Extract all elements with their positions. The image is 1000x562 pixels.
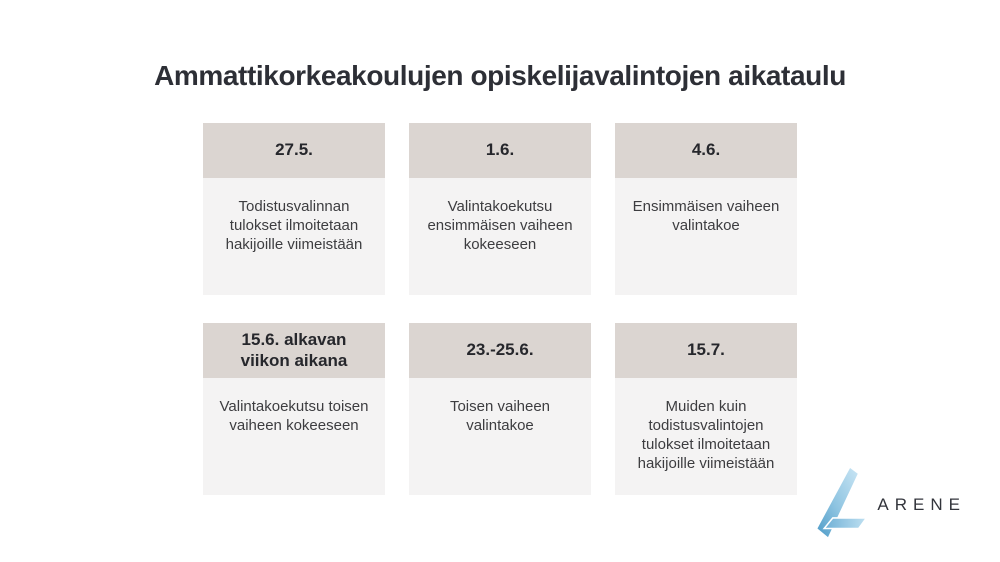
timeline-row-2: 15.6. alkavan viikon aikana Valintakoeku… bbox=[0, 323, 1000, 495]
timeline-card: 23.-25.6. Toisen vaiheen valintakoe bbox=[409, 323, 591, 495]
arene-logo-text: ARENE bbox=[877, 495, 966, 514]
card-description: Todistusvalinnan tulokset ilmoitetaan ha… bbox=[203, 178, 385, 295]
card-date: 15.6. alkavan viikon aikana bbox=[203, 323, 385, 378]
card-date: 1.6. bbox=[409, 123, 591, 178]
card-description: Ensimmäisen vaiheen valintakoe bbox=[615, 178, 797, 295]
card-date: 4.6. bbox=[615, 123, 797, 178]
arene-logo: ARENE bbox=[813, 468, 960, 540]
card-date: 15.7. bbox=[615, 323, 797, 378]
arene-a-mark-icon bbox=[817, 468, 868, 538]
timeline-card: 15.6. alkavan viikon aikana Valintakoeku… bbox=[203, 323, 385, 495]
timeline-card: 4.6. Ensimmäisen vaiheen valintakoe bbox=[615, 123, 797, 295]
card-description: Valintakoekutsu ensimmäisen vaiheen koke… bbox=[409, 178, 591, 295]
page-title: Ammattikorkeakoulujen opiskelijavalintoj… bbox=[154, 60, 846, 91]
card-description: Valintakoekutsu toisen vaiheen kokeeseen bbox=[203, 378, 385, 495]
card-date: 27.5. bbox=[203, 123, 385, 178]
timeline-card: 27.5. Todistusvalinnan tulokset ilmoitet… bbox=[203, 123, 385, 295]
timeline-row-1: 27.5. Todistusvalinnan tulokset ilmoitet… bbox=[0, 123, 1000, 295]
card-date: 23.-25.6. bbox=[409, 323, 591, 378]
timeline-card: 1.6. Valintakoekutsu ensimmäisen vaiheen… bbox=[409, 123, 591, 295]
timeline-card: 15.7. Muiden kuin todistusvalintojen tul… bbox=[615, 323, 797, 495]
card-description: Toisen vaiheen valintakoe bbox=[409, 378, 591, 495]
card-description: Muiden kuin todistusvalintojen tulokset … bbox=[615, 378, 797, 495]
